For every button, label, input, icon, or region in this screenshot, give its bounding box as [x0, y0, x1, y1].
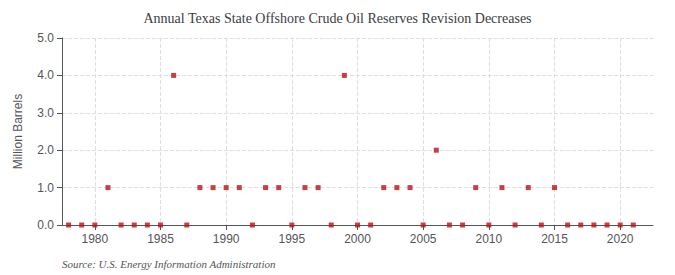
svg-text:1995: 1995	[278, 232, 305, 246]
svg-text:Source: U.S. Energy Informatio: Source: U.S. Energy Information Administ…	[62, 258, 276, 270]
svg-text:3.0: 3.0	[37, 106, 54, 120]
svg-text:2005: 2005	[410, 232, 437, 246]
svg-text:Annual Texas State Offshore Cr: Annual Texas State Offshore Crude Oil Re…	[143, 11, 531, 26]
svg-text:1985: 1985	[147, 232, 174, 246]
svg-text:1990: 1990	[213, 232, 240, 246]
svg-text:2015: 2015	[541, 232, 568, 246]
svg-text:5.0: 5.0	[37, 31, 54, 45]
svg-text:1.0: 1.0	[37, 181, 54, 195]
svg-text:4.0: 4.0	[37, 68, 54, 82]
svg-text:2000: 2000	[344, 232, 371, 246]
svg-text:Million Barrels: Million Barrels	[11, 94, 25, 169]
svg-text:1980: 1980	[81, 232, 108, 246]
svg-text:2020: 2020	[607, 232, 634, 246]
svg-text:2010: 2010	[475, 232, 502, 246]
svg-text:2.0: 2.0	[37, 143, 54, 157]
svg-text:0.0: 0.0	[37, 218, 54, 232]
